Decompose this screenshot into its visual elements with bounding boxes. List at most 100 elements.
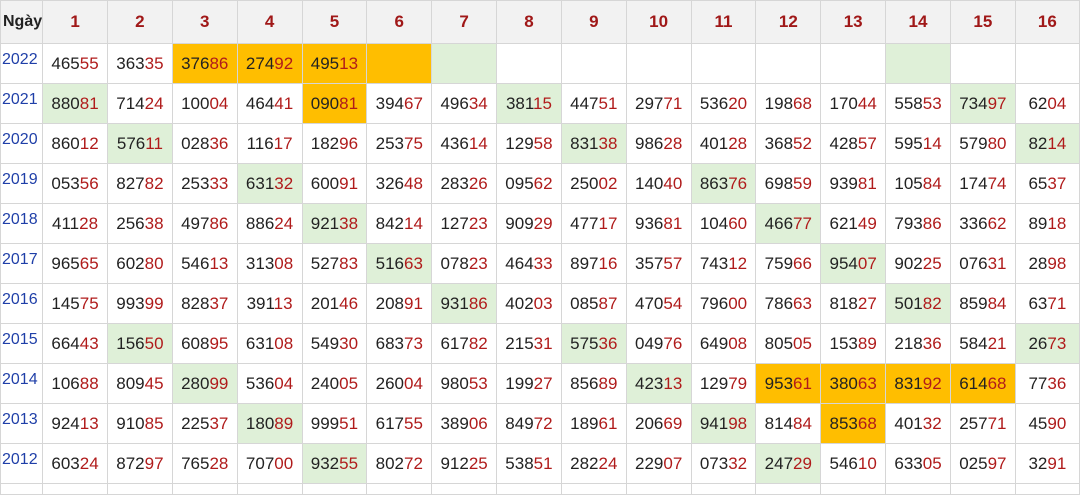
result-cell[interactable]: 93186: [431, 283, 498, 324]
result-cell[interactable]: 86376: [690, 163, 757, 204]
result-cell[interactable]: 91225: [431, 443, 498, 484]
result-cell[interactable]: 96565: [42, 243, 108, 284]
result-cell[interactable]: 61755: [366, 403, 433, 444]
result-cell[interactable]: 36852: [755, 123, 822, 164]
result-cell[interactable]: 85689: [560, 363, 627, 404]
result-cell[interactable]: 71424: [106, 83, 173, 124]
result-cell[interactable]: 74312: [690, 243, 757, 284]
result-cell[interactable]: 42857: [820, 123, 887, 164]
result-cell[interactable]: 87297: [106, 443, 173, 484]
result-cell[interactable]: 73497: [949, 83, 1016, 124]
result-cell[interactable]: 82782: [106, 163, 173, 204]
result-cell[interactable]: 10584: [885, 163, 951, 204]
result-cell[interactable]: [496, 43, 562, 84]
result-cell[interactable]: [366, 43, 433, 84]
result-cell[interactable]: 76528: [171, 443, 238, 484]
result-cell[interactable]: 85368: [820, 403, 887, 444]
result-cell[interactable]: 39113: [236, 283, 303, 324]
result-cell[interactable]: [820, 43, 887, 84]
result-cell[interactable]: 07631: [949, 243, 1016, 284]
result-cell[interactable]: 20669: [625, 403, 692, 444]
result-cell[interactable]: 25771: [949, 403, 1016, 444]
result-cell[interactable]: 35757: [625, 243, 692, 284]
result-cell[interactable]: 44751: [560, 83, 627, 124]
result-cell[interactable]: 92413: [42, 403, 108, 444]
result-cell[interactable]: 49634: [431, 83, 498, 124]
result-cell[interactable]: 18961: [560, 403, 627, 444]
result-cell[interactable]: 33662: [949, 203, 1016, 244]
result-cell[interactable]: 02836: [171, 123, 238, 164]
result-cell[interactable]: 46555: [42, 43, 108, 84]
result-cell[interactable]: 4590: [1014, 403, 1080, 444]
result-cell[interactable]: 38063: [820, 363, 887, 404]
result-cell[interactable]: 21531: [496, 323, 562, 364]
result-cell[interactable]: 07332: [690, 443, 757, 484]
result-cell[interactable]: 6537: [1014, 163, 1080, 204]
result-cell[interactable]: 07823: [431, 243, 498, 284]
result-cell[interactable]: [885, 43, 951, 84]
result-cell[interactable]: 81484: [755, 403, 822, 444]
result-cell[interactable]: 28099: [171, 363, 238, 404]
result-cell[interactable]: 18296: [301, 123, 368, 164]
result-cell[interactable]: 63108: [236, 323, 303, 364]
result-cell[interactable]: 88624: [236, 203, 303, 244]
result-cell[interactable]: 51663: [366, 243, 433, 284]
result-cell[interactable]: 25638: [106, 203, 173, 244]
result-cell[interactable]: 93981: [820, 163, 887, 204]
result-cell[interactable]: 40203: [496, 283, 562, 324]
result-cell[interactable]: 22537: [171, 403, 238, 444]
result-cell[interactable]: 46433: [496, 243, 562, 284]
result-cell[interactable]: 59514: [885, 123, 951, 164]
result-cell[interactable]: 53851: [496, 443, 562, 484]
result-cell[interactable]: 69859: [755, 163, 822, 204]
result-cell[interactable]: 80945: [106, 363, 173, 404]
result-cell[interactable]: 18089: [236, 403, 303, 444]
result-cell[interactable]: 60324: [42, 443, 108, 484]
result-cell[interactable]: 40128: [690, 123, 757, 164]
result-cell[interactable]: 54930: [301, 323, 368, 364]
result-cell[interactable]: [560, 43, 627, 84]
result-cell[interactable]: 90929: [496, 203, 562, 244]
result-cell[interactable]: 70700: [236, 443, 303, 484]
result-cell[interactable]: [431, 43, 498, 84]
result-cell[interactable]: 47717: [560, 203, 627, 244]
result-cell[interactable]: 26004: [366, 363, 433, 404]
result-cell[interactable]: 54613: [171, 243, 238, 284]
result-cell[interactable]: 20891: [366, 283, 433, 324]
result-cell[interactable]: 55853: [885, 83, 951, 124]
result-cell[interactable]: 75966: [755, 243, 822, 284]
result-cell[interactable]: 86012: [42, 123, 108, 164]
result-cell[interactable]: [625, 43, 692, 84]
result-cell[interactable]: 85984: [949, 283, 1016, 324]
result-cell[interactable]: 19927: [496, 363, 562, 404]
result-cell[interactable]: 60895: [171, 323, 238, 364]
result-cell[interactable]: 25375: [366, 123, 433, 164]
result-cell[interactable]: 93681: [625, 203, 692, 244]
result-cell[interactable]: 46441: [236, 83, 303, 124]
result-cell[interactable]: 54610: [820, 443, 887, 484]
result-cell[interactable]: 04976: [625, 323, 692, 364]
result-cell[interactable]: 82837: [171, 283, 238, 324]
result-cell[interactable]: 12958: [496, 123, 562, 164]
result-cell[interactable]: 15650: [106, 323, 173, 364]
result-cell[interactable]: 11617: [236, 123, 303, 164]
result-cell[interactable]: 98053: [431, 363, 498, 404]
result-cell[interactable]: [755, 43, 822, 84]
result-cell[interactable]: 58421: [949, 323, 1016, 364]
result-cell[interactable]: 05356: [42, 163, 108, 204]
result-cell[interactable]: 62149: [820, 203, 887, 244]
result-cell[interactable]: 91085: [106, 403, 173, 444]
result-cell[interactable]: [1014, 43, 1080, 84]
result-cell[interactable]: [949, 43, 1016, 84]
result-cell[interactable]: 53604: [236, 363, 303, 404]
result-cell[interactable]: 24005: [301, 363, 368, 404]
result-cell[interactable]: 36335: [106, 43, 173, 84]
result-cell[interactable]: 81827: [820, 283, 887, 324]
result-cell[interactable]: 78663: [755, 283, 822, 324]
result-cell[interactable]: 22907: [625, 443, 692, 484]
result-cell[interactable]: 10460: [690, 203, 757, 244]
result-cell[interactable]: 63305: [885, 443, 951, 484]
result-cell[interactable]: 6371: [1014, 283, 1080, 324]
result-cell[interactable]: 31308: [236, 243, 303, 284]
